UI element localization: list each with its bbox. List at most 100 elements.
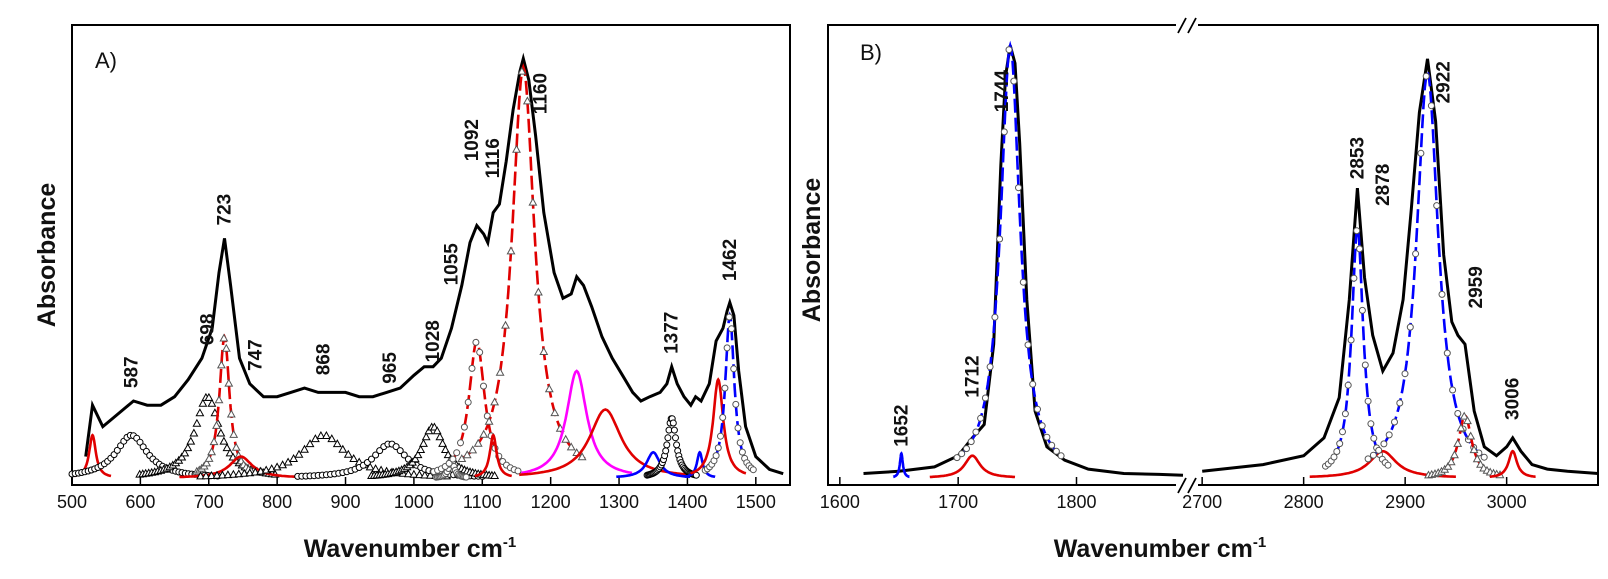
component-marker-1160 — [484, 416, 494, 425]
component-marker-723 — [229, 429, 239, 438]
component-marker-723 — [219, 333, 229, 342]
panel-a-x-axis-title: Wavenumber cm-1 — [304, 534, 516, 563]
component-marker-868 — [349, 453, 359, 462]
component-marker-1092 — [453, 449, 461, 457]
component-marker-1744 — [1052, 447, 1060, 455]
peak-label-1652: 1652 — [891, 405, 912, 447]
component-marker-2853 — [1344, 381, 1352, 389]
component-marker-698 — [177, 452, 187, 461]
component-marker-868 — [338, 444, 348, 453]
x-tick-label-800: 800 — [262, 492, 292, 512]
component-marker-723 — [216, 360, 226, 369]
component-marker-1744 — [1005, 46, 1013, 54]
component-marker-1092 — [468, 364, 476, 372]
component-marker-698 — [198, 398, 208, 407]
component-curve-3006 — [1489, 449, 1536, 478]
panel-b-x-axis-title: Wavenumber cm-1 — [1054, 534, 1266, 563]
component-marker-868 — [321, 430, 331, 439]
x-tick-label-1600: 1600 — [820, 492, 860, 512]
component-marker-868 — [228, 469, 238, 478]
peak-label-698: 698 — [197, 314, 218, 346]
component-marker-2959 — [1446, 457, 1456, 466]
component-marker-1092 — [514, 467, 522, 475]
component-curve-1712 — [929, 454, 1016, 479]
component-marker-1160 — [512, 144, 521, 153]
component-marker-723 — [224, 378, 234, 387]
component-marker-587 — [113, 446, 121, 454]
peak-label-868: 868 — [314, 344, 335, 376]
component-marker-1744 — [991, 313, 999, 321]
component-marker-1744 — [1000, 128, 1008, 136]
component-marker-1744 — [981, 394, 989, 402]
component-marker-698 — [204, 392, 214, 401]
component-curve-2922 — [1367, 67, 1488, 461]
component-marker-1160 — [495, 367, 505, 376]
component-marker-723 — [204, 453, 214, 462]
component-marker-1160 — [501, 320, 510, 329]
component-marker-1160 — [479, 429, 489, 438]
component-marker-965 — [400, 451, 408, 459]
component-marker-2922 — [1433, 202, 1441, 210]
component-marker-1160 — [566, 442, 576, 451]
peak-label-1160: 1160 — [530, 73, 551, 114]
panel-b-plot-area — [863, 40, 1599, 479]
component-marker-723 — [231, 442, 241, 451]
axis-break-bottom — [1176, 477, 1198, 494]
component-marker-1160 — [539, 346, 549, 355]
component-curve-1445 — [690, 377, 747, 475]
component-marker-1160 — [462, 450, 472, 459]
peak-label-1028: 1028 — [423, 320, 444, 362]
peak-label-1744: 1744 — [992, 70, 1013, 113]
component-marker-1028 — [421, 432, 431, 441]
panel-a-x-axis-title-text: Wavenumber cm — [304, 535, 503, 563]
component-marker-1160 — [544, 384, 554, 393]
peak-label-2853: 2853 — [1347, 137, 1368, 179]
component-band-2853 — [1322, 223, 1392, 470]
component-marker-1092 — [472, 338, 480, 346]
component-marker-2959 — [1476, 459, 1485, 468]
component-marker-1462 — [738, 448, 746, 456]
component-marker-1092 — [457, 439, 464, 447]
component-marker-698 — [180, 448, 190, 457]
component-marker-868 — [272, 462, 282, 471]
component-marker-698 — [225, 448, 235, 457]
component-marker-2853 — [1370, 434, 1378, 442]
peak-label-1377: 1377 — [662, 312, 683, 354]
panel-b-plot-frame — [827, 24, 1599, 486]
x-tick-label-2900: 2900 — [1385, 492, 1425, 512]
component-marker-723 — [209, 437, 219, 446]
x-tick-label-700: 700 — [194, 492, 224, 512]
component-band-868 — [196, 430, 452, 480]
component-marker-1028 — [413, 450, 423, 459]
component-marker-1377 — [673, 441, 681, 449]
peak-label-587: 587 — [122, 356, 143, 388]
component-marker-723 — [202, 458, 212, 467]
axis-break-top — [1176, 17, 1198, 34]
component-marker-1744 — [958, 450, 966, 458]
component-marker-1160 — [577, 452, 587, 461]
component-band-1238 — [520, 369, 633, 475]
panel-b-label: B) — [860, 40, 882, 65]
component-band-1652 — [892, 451, 910, 479]
component-marker-698 — [183, 443, 193, 452]
peak-label-3006: 3006 — [1503, 378, 1524, 420]
component-curve-2959 — [1428, 413, 1502, 477]
component-marker-1377 — [670, 426, 678, 434]
component-marker-1092 — [464, 398, 472, 406]
component-marker-1160 — [522, 96, 532, 105]
component-curve-1280 — [519, 408, 692, 477]
component-marker-1377 — [669, 419, 677, 427]
component-band-1350 — [616, 450, 691, 479]
component-marker-698 — [192, 418, 202, 427]
component-marker-2922 — [1438, 290, 1446, 298]
component-marker-1092 — [449, 455, 457, 463]
component-marker-1462 — [736, 439, 744, 447]
component-marker-723 — [207, 447, 217, 456]
peak-label-965: 965 — [380, 352, 401, 384]
component-marker-2959 — [1469, 445, 1479, 454]
peak-label-1092: 1092 — [462, 119, 483, 161]
component-marker-868 — [420, 470, 430, 479]
component-band-1744 — [953, 40, 1065, 462]
component-band-1462 — [701, 311, 757, 474]
